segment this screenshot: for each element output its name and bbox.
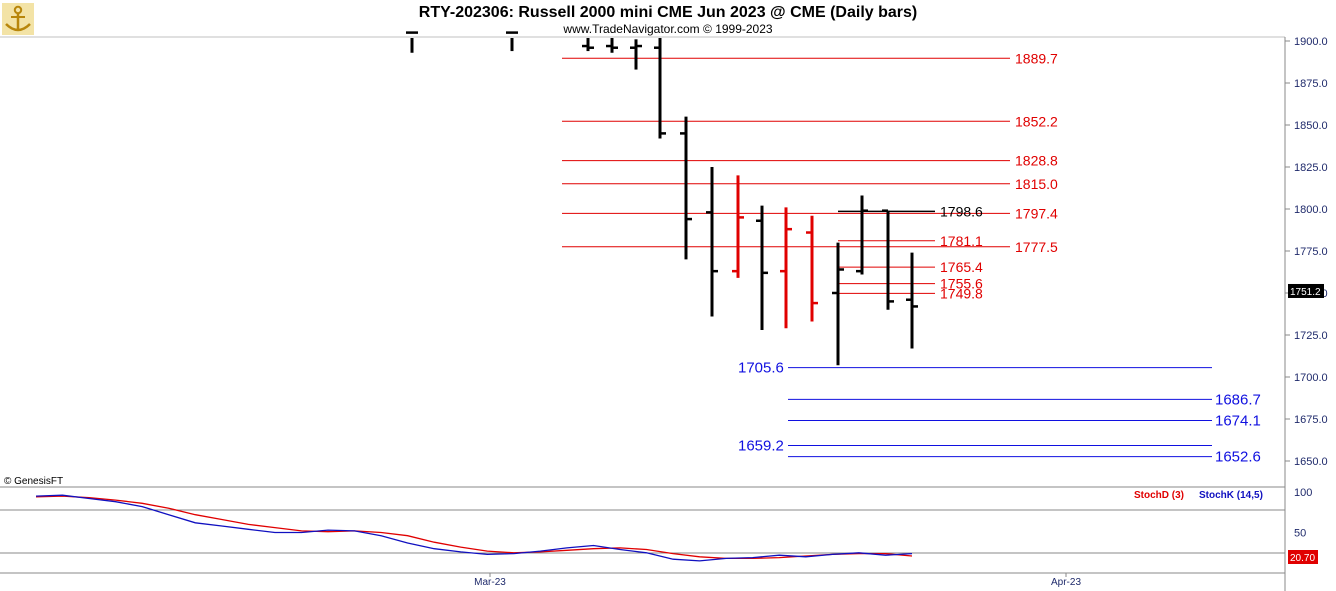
x-axis: Mar-23 Apr-23 — [474, 573, 1081, 588]
red-level-label: 1889.7 — [1015, 50, 1058, 66]
stoch-y-axis: 100 50 — [1294, 487, 1312, 540]
stochastic-pane: 100 50 StochD (3) StochK (14,5) 20.70 — [0, 487, 1318, 574]
stoch-badge-label: 20.70 — [1290, 553, 1315, 564]
red-level-label: 1765.4 — [940, 259, 983, 275]
last-price-badge-label: 1751.2 — [1290, 287, 1321, 298]
stoch-axis-tick-label: 100 — [1294, 487, 1312, 499]
chart-subtitle: www.TradeNavigator.com © 1999-2023 — [562, 22, 772, 36]
price-axis-tick-label: 1900.0 — [1294, 36, 1328, 48]
blue-level-label: 1674.1 — [1215, 413, 1261, 430]
price-axis-tick-label: 1775.0 — [1294, 246, 1328, 258]
stochd-line — [35, 495, 913, 560]
blue-level-label: 1652.6 — [1215, 449, 1261, 466]
x-axis-tick-label: Apr-23 — [1051, 577, 1081, 588]
price-axis-tick-label: 1725.0 — [1294, 330, 1328, 342]
price-axis-tick-label: 1700.0 — [1294, 372, 1328, 384]
anchor-logo-icon — [2, 3, 34, 35]
price-axis-tick-label: 1800.0 — [1294, 204, 1328, 216]
stoch-lines — [35, 494, 913, 562]
red-level-label: 1749.8 — [940, 285, 983, 301]
blue-level-label: 1659.2 — [738, 438, 784, 455]
stoch-last-badge: 20.70 — [1288, 550, 1318, 564]
red-level-label: 1781.1 — [940, 233, 983, 249]
blue-level-label: 1705.6 — [738, 360, 784, 377]
stoch-axis-tick-label: 50 — [1294, 528, 1306, 540]
red-level-label: 1755.6 — [940, 276, 983, 292]
last-price-badge: 1751.2 — [1288, 283, 1324, 298]
chart-title: RTY-202306: Russell 2000 mini CME Jun 20… — [419, 4, 917, 21]
last-price-badge-box — [1288, 283, 1324, 298]
price-axis-tick-label: 1675.0 — [1294, 414, 1328, 426]
red-level-label: 1828.8 — [1015, 153, 1058, 169]
red-level-label: 1777.5 — [1015, 239, 1058, 255]
level-lines: 1889.7 1852.2 1828.8 1815.0 1797.4 1777.5 1781… — [562, 50, 1261, 466]
legend-stochd: StochD (3) — [1134, 490, 1184, 501]
stoch-badge-box — [1288, 550, 1318, 564]
watermark: © GenesisFT — [4, 476, 63, 487]
price-y-axis: 1900.01875.01850.01825.01800.01775.01750… — [1285, 36, 1328, 468]
stochk-line — [35, 494, 913, 562]
x-axis-tick-label: Mar-23 — [474, 577, 506, 588]
legend-stochk: StochK (14,5) — [1199, 490, 1263, 501]
red-level-label: 1797.4 — [1015, 205, 1058, 221]
price-pane: 1900.01875.01850.01825.01800.01775.01750… — [0, 31, 1328, 591]
price-axis-tick-label: 1850.0 — [1294, 120, 1328, 132]
blue-level-label: 1686.7 — [1215, 391, 1261, 408]
red-level-label: 1815.0 — [1015, 176, 1058, 192]
price-axis-tick-label: 1825.0 — [1294, 162, 1328, 174]
red-level-label: 1852.2 — [1015, 113, 1058, 129]
price-axis-tick-label: 1650.0 — [1294, 456, 1328, 468]
price-bars — [406, 31, 918, 366]
price-axis-tick-label: 1875.0 — [1294, 78, 1328, 90]
black-level-label: 1798.6 — [940, 203, 983, 219]
